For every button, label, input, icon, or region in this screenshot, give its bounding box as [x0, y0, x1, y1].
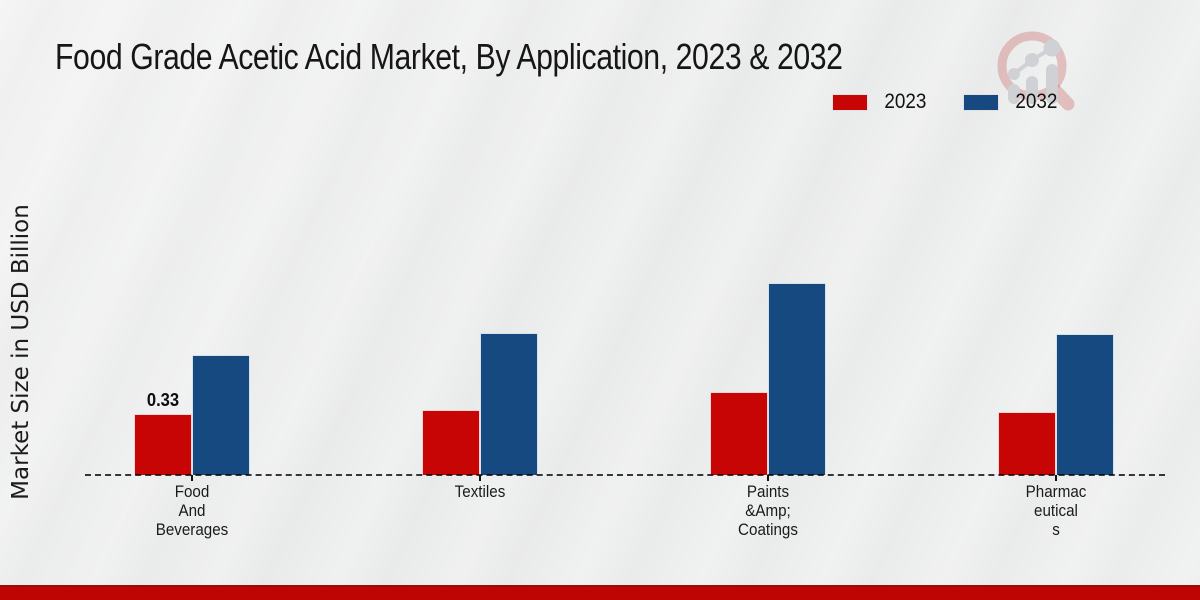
- legend-label-2032: 2032: [1015, 90, 1058, 113]
- bar-2032: [1056, 334, 1114, 475]
- legend-swatch-2023: [832, 93, 868, 111]
- legend-item-2032: 2032: [962, 90, 1060, 114]
- legend-label-2023: 2023: [884, 90, 927, 113]
- legend-swatch-2032: [962, 93, 999, 111]
- category-label: Food And Beverages: [155, 483, 229, 539]
- axis-tick: [1055, 475, 1057, 481]
- category-label: Paints &Amp; Coatings: [738, 483, 798, 539]
- footer-accent-bar: [0, 585, 1200, 600]
- bar-2032: [192, 355, 250, 475]
- chart-title: Food Grade Acetic Acid Market, By Applic…: [55, 36, 843, 77]
- bar-2023: [998, 412, 1056, 475]
- axis-tick: [767, 475, 769, 481]
- bar-2023: [134, 414, 192, 475]
- axis-tick: [479, 475, 481, 481]
- bar-group: [710, 283, 826, 475]
- category-label: Textiles: [454, 483, 506, 501]
- bar-2023: [422, 410, 480, 475]
- legend-item-2023: 2023: [832, 90, 929, 114]
- bar-group: [998, 334, 1114, 475]
- bar-value-label: 0.33: [146, 390, 180, 410]
- bar-2032: [480, 333, 538, 475]
- x-axis-baseline: [85, 474, 1165, 476]
- market-research-magnifier-logo: [997, 31, 1075, 111]
- category-label: Pharmac eutical s: [1025, 483, 1087, 539]
- bar-group: [422, 333, 538, 475]
- legend: 2023 2032: [832, 90, 1059, 114]
- bar-group: [134, 355, 250, 475]
- bar-2023: [710, 392, 768, 475]
- bar-2032: [768, 283, 826, 475]
- axis-tick: [191, 475, 193, 481]
